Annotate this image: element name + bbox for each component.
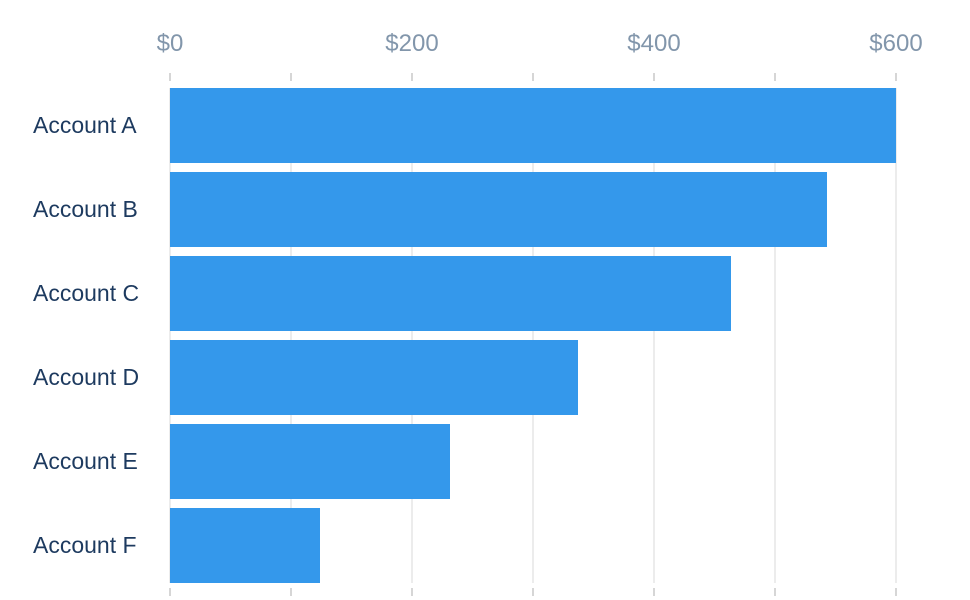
- tick-mark-500: [774, 588, 776, 596]
- bar-account-a[interactable]: [170, 88, 896, 163]
- category-label-account-a: Account A: [33, 112, 137, 138]
- category-label-account-e: Account E: [33, 448, 138, 474]
- x-axis-tick-label: $600: [869, 30, 923, 57]
- bar-row: [170, 256, 896, 331]
- gridline-200: [410, 88, 413, 583]
- bar-account-b[interactable]: [170, 172, 828, 247]
- category-label-account-c: Account C: [33, 280, 140, 306]
- x-axis-tick-label: $200: [385, 30, 439, 57]
- gridline-400: [652, 88, 655, 583]
- tick-mark-100: [289, 73, 292, 81]
- category-label-account-d: Account D: [33, 364, 140, 390]
- bar-account-e[interactable]: [170, 424, 450, 499]
- gridline-300: [532, 88, 534, 583]
- y-axis-category-labels: Account A Account B Account C Account D Acco…: [0, 88, 170, 583]
- tick-mark-600: [895, 588, 897, 596]
- x-axis-tick-label: $0: [156, 30, 184, 57]
- tick-mark-200: [410, 73, 413, 81]
- gridline-600: [895, 88, 897, 583]
- tick-mark-0: [169, 73, 171, 81]
- category-label-account-f: Account F: [33, 532, 137, 558]
- bar-row: [170, 508, 896, 583]
- bar-row: [170, 340, 896, 415]
- bar-row: [170, 88, 896, 163]
- gridline-500: [774, 88, 776, 583]
- bar-account-c[interactable]: [170, 256, 732, 331]
- tick-mark-400: [652, 588, 655, 596]
- bar-series: [170, 88, 896, 583]
- tick-mark-200: [410, 588, 413, 596]
- gridline-100: [289, 88, 292, 583]
- gridlines: [169, 88, 897, 583]
- tick-mark-500: [774, 73, 776, 81]
- bar-row: [170, 172, 896, 247]
- x-axis-tick-label: $400: [627, 30, 681, 57]
- x-axis-ticks-bottom: [169, 588, 897, 596]
- tick-mark-100: [289, 588, 292, 596]
- bar-account-f[interactable]: [170, 508, 321, 583]
- tick-mark-400: [652, 73, 655, 81]
- bar-account-d[interactable]: [170, 340, 578, 415]
- bar-row: [170, 424, 896, 499]
- tick-mark-600: [895, 73, 897, 81]
- tick-mark-300: [532, 588, 534, 596]
- x-axis-labels: $0 $200 $400 $600: [157, 28, 923, 60]
- tick-mark-300: [532, 73, 534, 81]
- gridline-0: [169, 88, 171, 583]
- category-label-account-b: Account B: [33, 196, 138, 222]
- x-axis-ticks-top: [169, 73, 897, 81]
- tick-mark-0: [169, 588, 171, 596]
